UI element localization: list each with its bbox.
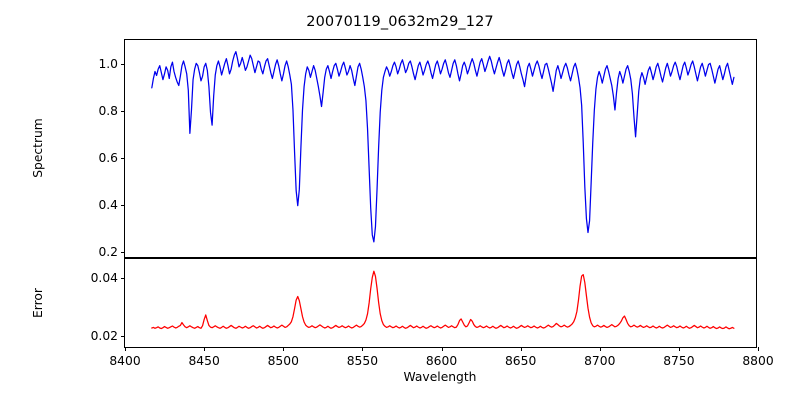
y-tick-label: 1.0 bbox=[98, 56, 118, 71]
error-line-series bbox=[125, 259, 756, 347]
x-tick bbox=[678, 347, 680, 351]
x-tick-label: 8750 bbox=[663, 354, 695, 368]
y-tick-label: 0.2 bbox=[98, 244, 118, 259]
y-tick-label: 0.4 bbox=[98, 197, 118, 212]
y-tick-label: 0.02 bbox=[90, 328, 118, 343]
x-tick-label: 8400 bbox=[109, 354, 141, 368]
spectrum-panel: 0.2 0.4 0.6 0.8 1.0 bbox=[98, 39, 757, 259]
x-tick bbox=[283, 347, 285, 351]
y-tick bbox=[121, 110, 125, 112]
x-tick bbox=[758, 347, 760, 351]
x-tick-label: 8650 bbox=[504, 354, 537, 368]
x-tick bbox=[599, 347, 601, 351]
x-tick-label: 8700 bbox=[584, 354, 616, 368]
y-tick bbox=[121, 157, 125, 159]
error-panel: 0.02 0.04 8400 8450 8500 8550 8600 8650 8700 875… bbox=[91, 258, 774, 368]
y-tick bbox=[121, 335, 125, 338]
y-tick bbox=[121, 204, 125, 206]
x-axis-label: Wavelength bbox=[403, 370, 477, 384]
spectrum-plot-area bbox=[125, 40, 756, 257]
spectrum-line-series bbox=[125, 40, 756, 257]
x-tick bbox=[362, 347, 364, 351]
y-tick bbox=[121, 251, 125, 254]
x-tick bbox=[441, 347, 443, 351]
y-tick bbox=[121, 63, 125, 65]
x-tick-label: 8600 bbox=[425, 354, 458, 368]
error-axis-label: Error bbox=[31, 288, 45, 318]
x-tick bbox=[125, 347, 127, 351]
x-tick bbox=[520, 347, 522, 351]
y-tick-label: 0.04 bbox=[90, 270, 118, 285]
x-tick-label: 8550 bbox=[346, 354, 379, 368]
x-tick-label: 8800 bbox=[742, 354, 774, 368]
x-tick-label: 8500 bbox=[267, 354, 299, 368]
y-tick-label: 0.6 bbox=[98, 150, 118, 165]
x-tick bbox=[204, 347, 206, 351]
y-tick-label: 0.8 bbox=[98, 103, 118, 118]
y-tick bbox=[121, 277, 125, 279]
spectrum-axis-label: Spectrum bbox=[31, 118, 45, 178]
x-tick-label: 8450 bbox=[188, 354, 220, 368]
error-plot-area bbox=[125, 259, 756, 347]
chart-title: 20070119_0632m29_127 bbox=[306, 14, 494, 30]
